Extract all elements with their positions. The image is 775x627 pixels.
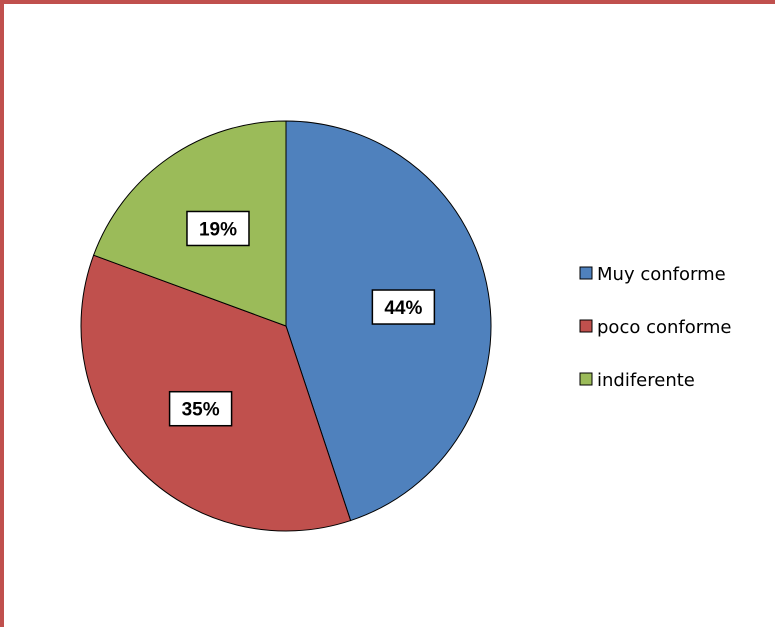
legend-label: indiferente (597, 370, 695, 391)
legend-swatch (579, 372, 593, 386)
legend-label: Muy conforme (597, 264, 726, 285)
legend-swatch (579, 319, 593, 333)
data-label-box (186, 210, 250, 247)
data-label-text: 19% (199, 219, 237, 240)
legend-label: poco conforme (597, 317, 731, 338)
data-label-44-pct: 44% (371, 289, 436, 325)
data-label-box (371, 289, 436, 325)
data-label-text: 35% (182, 400, 220, 421)
legend-item-muy-conforme: Muy conforme (579, 264, 726, 285)
data-label-box (168, 390, 233, 427)
data-label-35-pct: 35% (168, 390, 233, 427)
data-label-text: 44% (384, 298, 422, 319)
legend-item-poco-conforme: poco conforme (579, 317, 731, 338)
data-label-19-pct: 19% (186, 210, 250, 247)
legend-swatch (579, 266, 593, 280)
legend-item-indiferente: indiferente (579, 370, 695, 391)
